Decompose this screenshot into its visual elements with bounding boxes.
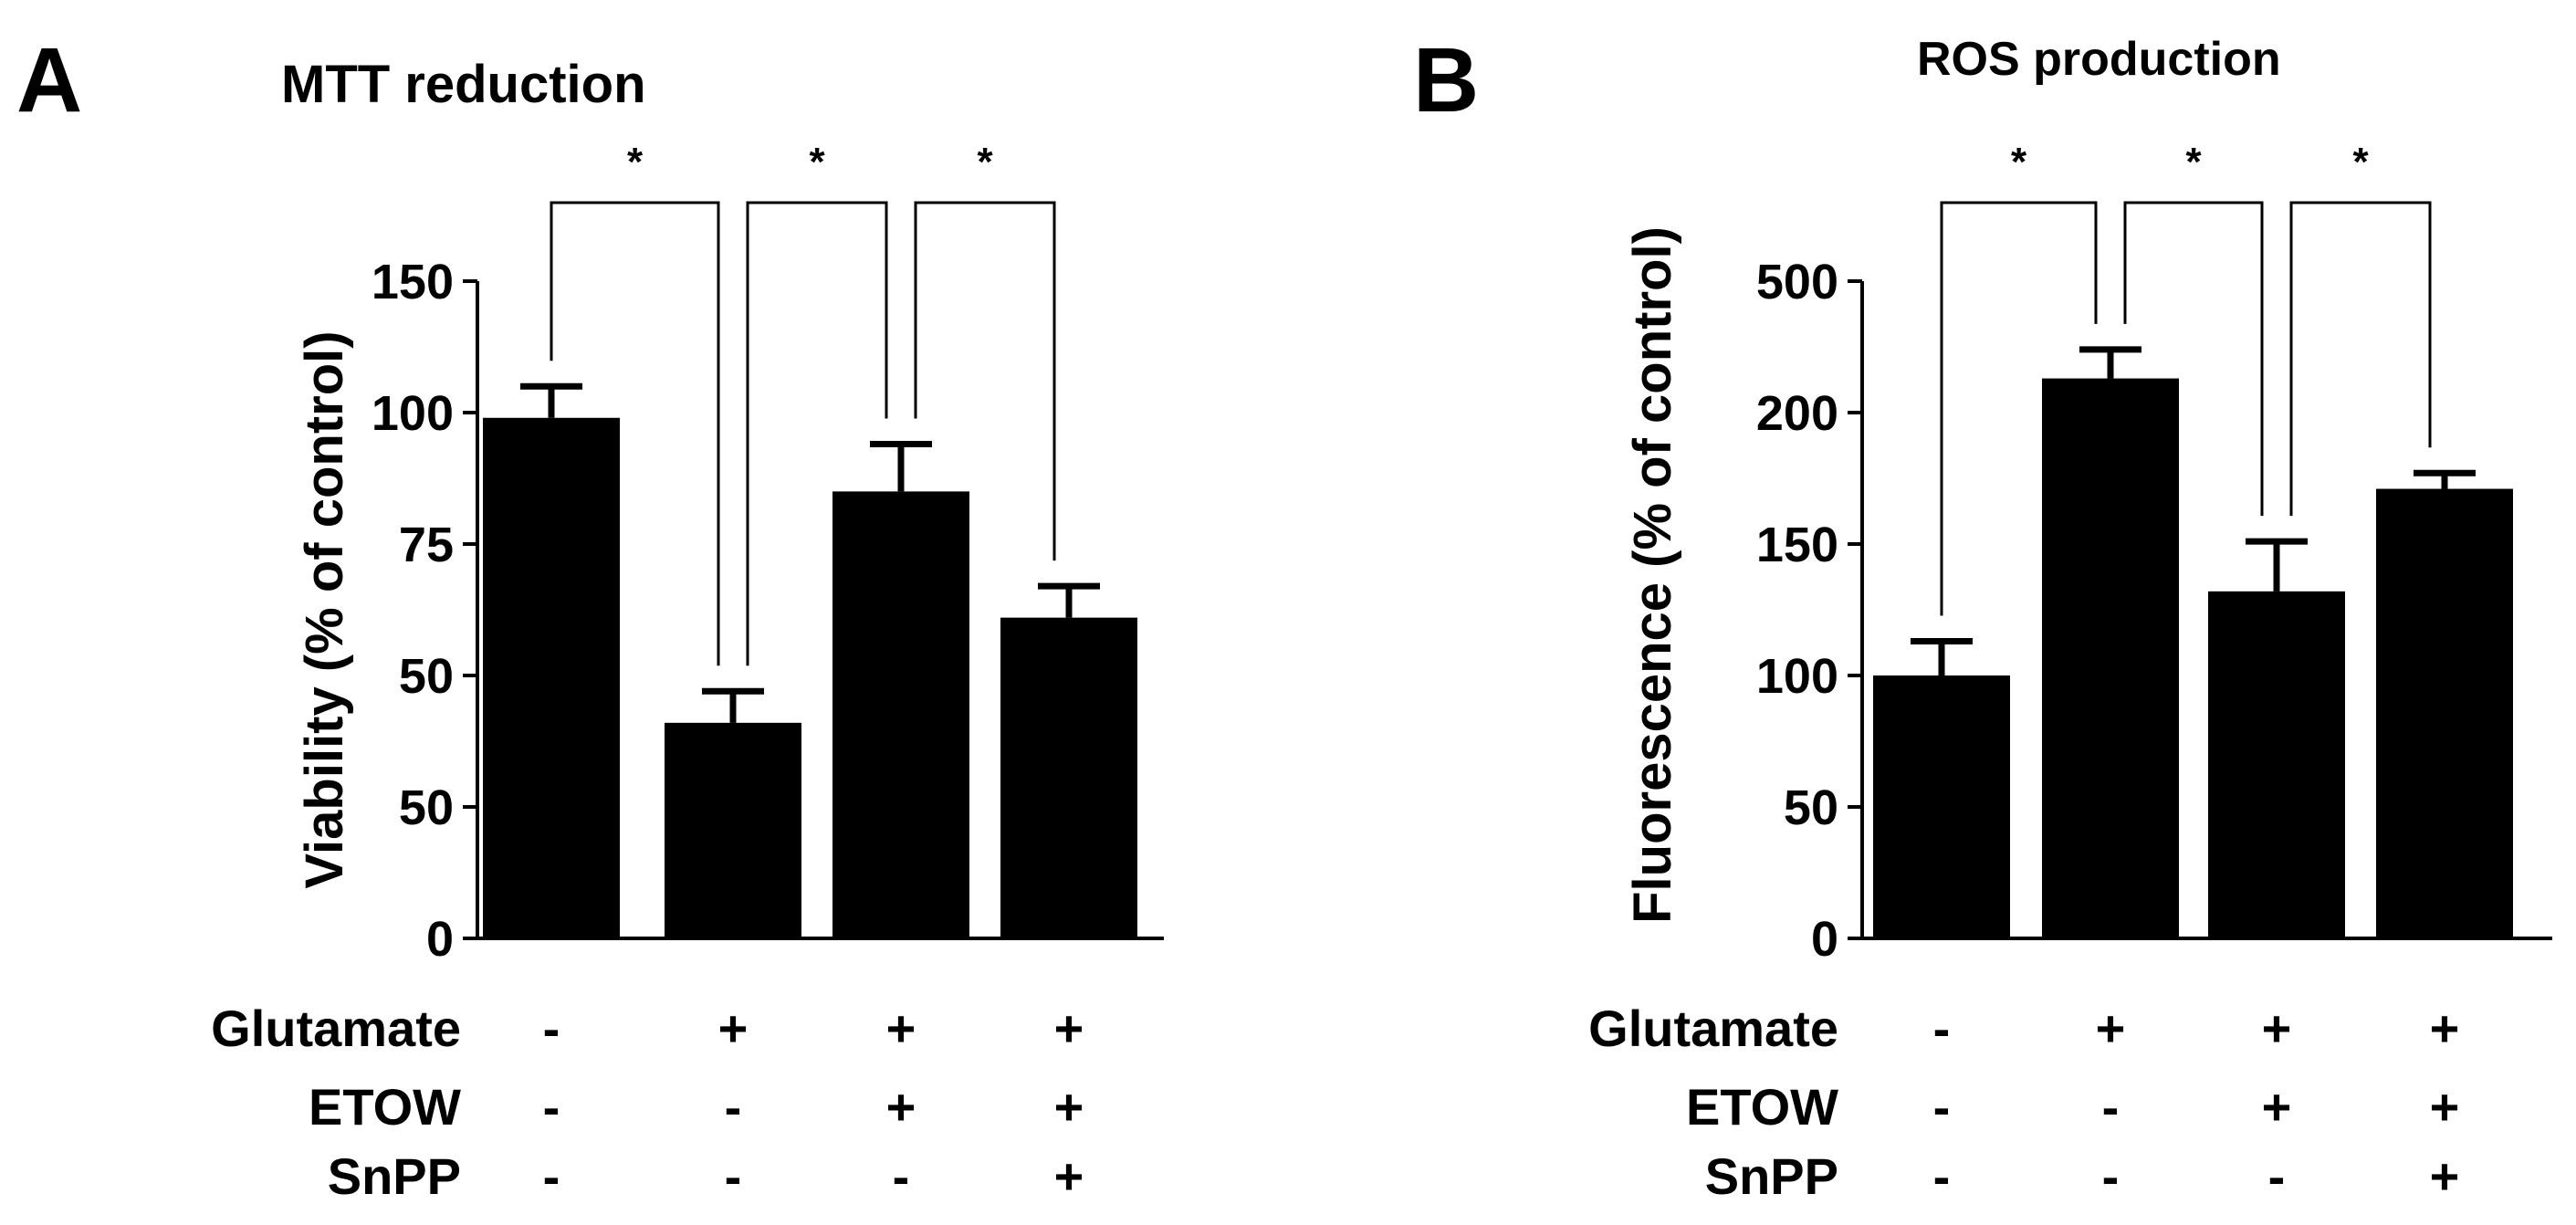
panel-a-bar [483, 417, 620, 938]
panel-b-bar [2042, 378, 2179, 938]
panel-b-significance-bracket [2123, 201, 2264, 517]
panel-a-treatment-sign: + [718, 1000, 749, 1057]
panel-b-treatment-label: Glutamate [1588, 1000, 1838, 1057]
panel-a-y-tick-label: 100 [372, 386, 454, 441]
panel-b-y-tick-label: 500 [1756, 255, 1838, 309]
panel-a-treatment-sign: - [893, 1147, 910, 1205]
panel-b-treatment-sign: - [1933, 1000, 1951, 1057]
panel-b-treatment-sign: - [1933, 1147, 1951, 1205]
panel-a-significance-bracket [550, 201, 720, 666]
panel-a-treatment-sign: - [543, 1078, 560, 1136]
panel-a-treatment-sign: - [543, 1147, 560, 1205]
panel-b-y-tick-label: 150 [1756, 518, 1838, 572]
panel-a-significance-bracket [746, 201, 888, 666]
panel-a-y-axis-title: Viability (% of control) [295, 330, 354, 888]
panel-a-treatment-sign: + [886, 1000, 916, 1057]
panel-b-treatment-label: ETOW [1686, 1078, 1838, 1136]
panel-a-treatment-sign: - [543, 1000, 560, 1057]
panel-a-treatment-sign: + [1054, 1000, 1084, 1057]
panel-b-treatment-sign: - [2102, 1147, 2120, 1205]
panel-b-bar [2376, 488, 2513, 938]
panel-b-y-tick-label: 50 [1784, 780, 1838, 835]
panel-b-significance-star: * [2352, 140, 2369, 184]
panel-b-significance-bracket [2289, 201, 2432, 517]
panel-b-treatment-sign: + [2096, 1000, 2126, 1057]
panel-b-treatment-sign: + [2430, 1000, 2460, 1057]
panel-b-y-tick-label: 100 [1756, 649, 1838, 704]
panel-b-significance-star: * [2185, 140, 2202, 184]
panel-a-y-tick-label: 75 [399, 518, 454, 572]
panel-a-treatment-label: Glutamate [211, 1000, 461, 1057]
panel-b-treatment-sign: + [2430, 1078, 2460, 1136]
panel-a-bar [665, 722, 801, 938]
panel-b-y-tick-label: 0 [1811, 912, 1838, 967]
panel-a-bar [1000, 617, 1137, 938]
panel-a-significance-star: * [627, 140, 644, 184]
panel-b-treatment-sign: + [2430, 1147, 2460, 1205]
panel-a-significance-star: * [809, 140, 825, 184]
panel-a-y-tick-label: 150 [372, 255, 454, 309]
panel-a-treatment-label: SnPP [328, 1147, 461, 1205]
panel-b-treatment-sign: + [2262, 1000, 2292, 1057]
panel-a-significance-bracket [914, 201, 1056, 561]
panel-b-title: ROS production [1917, 33, 2281, 86]
panel-a-treatment-sign: - [725, 1078, 742, 1136]
panel-b-treatment-sign: - [2268, 1147, 2286, 1205]
panel-b-treatment-label: SnPP [1705, 1147, 1838, 1205]
panel-a-treatment-sign: + [1054, 1147, 1084, 1205]
panel-a-y-tick-label: 50 [399, 649, 454, 704]
panel-a-treatment-sign: + [1054, 1078, 1084, 1136]
panel-b-bar [2208, 591, 2345, 938]
panel-a-title: MTT reduction [281, 55, 646, 114]
panel-b-treatment-sign: - [2102, 1078, 2120, 1136]
panel-a-bar [832, 491, 969, 938]
panel-b-significance-bracket [1940, 201, 2098, 616]
panel-b-label: B [1413, 29, 1479, 131]
panel-a-significance-star: * [977, 140, 993, 184]
panel-b-treatment-sign: + [2262, 1078, 2292, 1136]
panel-a-label: A [16, 29, 82, 131]
panel-a-y-tick-label: 0 [426, 912, 454, 967]
panel-b-treatment-sign: - [1933, 1078, 1951, 1136]
panel-b-bar [1873, 675, 2010, 938]
panel-b-y-axis-title: Fluorescence (% of control) [1623, 226, 1682, 924]
panel-a-y-tick-label: 50 [399, 780, 454, 835]
panel-a-treatment-sign: - [725, 1147, 742, 1205]
panel-b-y-tick-label: 200 [1756, 386, 1838, 441]
panel-a-treatment-sign: + [886, 1078, 916, 1136]
panel-a-treatment-label: ETOW [309, 1078, 461, 1136]
panel-b-significance-star: * [2011, 140, 2027, 184]
